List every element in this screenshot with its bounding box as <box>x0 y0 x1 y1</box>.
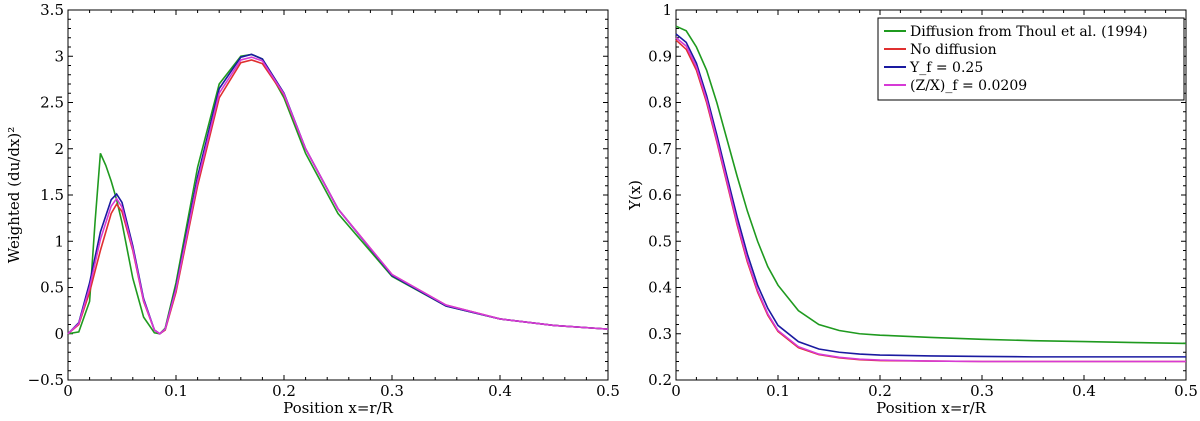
x-tick-label: 0.5 <box>596 382 620 400</box>
series-line-3 <box>67 53 609 335</box>
legend-entry: Y_f = 0.25 <box>909 60 983 76</box>
y-tick-label: 0.4 <box>648 279 672 297</box>
left-panel: 0 0.1 0.2 0.3 0.4 0.5−0.500.511.522.533.5Posi… <box>5 1 620 417</box>
x-axis-label: Position x=r/R <box>876 399 987 417</box>
x-tick-label: 0.1 <box>766 382 790 400</box>
legend: Diffusion from Thoul et al. (1994) No dif… <box>877 17 1185 101</box>
x-tick-label: 0.5 <box>1174 382 1198 400</box>
series-line-4 <box>675 37 1186 363</box>
y-tick-label: 0.7 <box>648 140 672 158</box>
x-tick-label: 0 <box>63 382 73 400</box>
series-line-2 <box>67 59 609 335</box>
y-tick-label: 0.2 <box>648 371 672 389</box>
y-tick-label: 0.6 <box>648 186 672 204</box>
series-line-1 <box>67 53 609 335</box>
y-tick-label: 1.5 <box>40 186 64 204</box>
x-tick-label: 0.2 <box>868 382 892 400</box>
x-tick-label: 0.4 <box>1072 382 1096 400</box>
x-tick-label: 0 <box>671 382 681 400</box>
legend-entry: (Z/X)_f = 0.0209 <box>910 78 1027 94</box>
right-panel: 0 0.1 0.2 0.3 0.4 0.5 0.2 0.3 0.4 0.5 0.6 0.7 0.8 0.9… <box>626 1 1198 417</box>
legend-entry: Diffusion from Thoul et al. (1994) <box>910 24 1148 40</box>
x-tick-label: 0.3 <box>970 382 994 400</box>
x-axis-label: Position x=r/R <box>283 399 394 417</box>
y-tick-label: 0 <box>54 325 64 343</box>
series-line-1 <box>675 25 1187 345</box>
y-tick-label: 0.8 <box>648 94 672 112</box>
series-line-3 <box>675 33 1186 358</box>
y-tick-label: 3.5 <box>40 1 64 19</box>
y-tick-label: 0.9 <box>648 47 672 65</box>
x-tick-label: 0.1 <box>164 382 188 400</box>
y-tick-label: 0.5 <box>40 279 64 297</box>
y-tick-label: 1 <box>662 1 672 19</box>
y-tick-label: 1 <box>54 232 64 250</box>
y-axis-label: Y(x) <box>626 180 644 211</box>
y-tick-label: 3 <box>54 47 64 65</box>
y-tick-label: 0.3 <box>648 325 672 343</box>
series-line-4 <box>67 56 609 335</box>
legend-entry: No diffusion <box>910 42 997 58</box>
legend-box <box>877 17 1185 101</box>
y-tick-label: 2 <box>54 140 64 158</box>
x-tick-label: 0.2 <box>272 382 296 400</box>
y-tick-label: 0.5 <box>648 232 672 250</box>
x-tick-label: 0.4 <box>488 382 512 400</box>
x-tick-label: 0.3 <box>380 382 404 400</box>
y-tick-label: −0.5 <box>28 371 64 389</box>
y-axis-label: Weighted (du/dx)² <box>5 127 23 264</box>
y-tick-label: 2.5 <box>40 94 64 112</box>
